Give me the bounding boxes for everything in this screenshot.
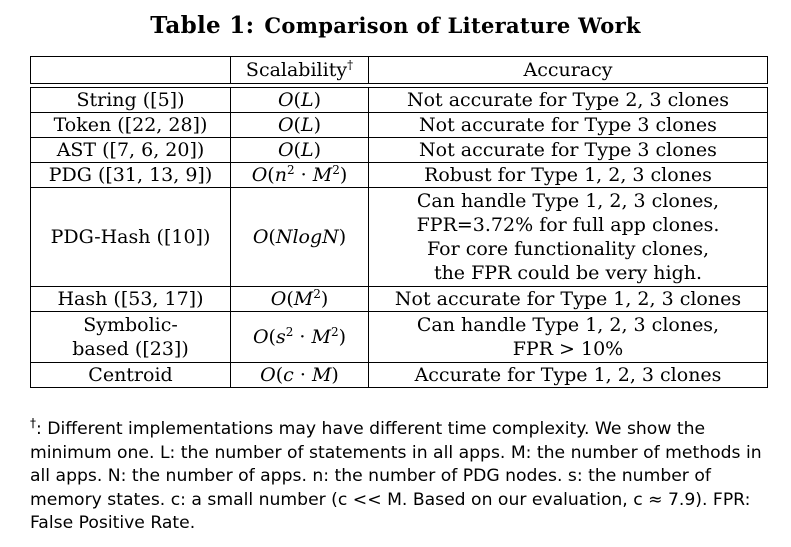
table-row: Token ([22, 28]) O(L) Not accurate for T… [30,112,768,138]
table-row: AST ([7, 6, 20]) O(L) Not accurate for T… [30,137,768,163]
var-n: n [274,164,287,186]
accuracy-line: For core functionality clones, [426,238,709,260]
scalability-cell: O(s2 · M2) [230,311,369,363]
complexity-formula: O [270,288,287,310]
var-M: M [311,364,332,386]
scalability-cell: O(n2 · M2) [230,162,369,188]
scalability-cell: O(L) [230,112,369,138]
accuracy-line: the FPR could be very high. [433,262,703,284]
var-L: L [300,89,314,111]
exp-2: 2 [285,325,294,339]
dagger-mark: † [347,58,354,72]
complexity-formula: O [277,114,294,136]
table-footnote: †: Different implementations may have di… [30,416,770,536]
complexity-formula: O [277,89,294,111]
header-accuracy: Accuracy [368,56,768,84]
var-c: c [283,364,294,386]
method-line: Symbolic- [83,314,178,336]
table-row: Centroid O(c · M) Accurate for Type 1, 2… [30,362,768,388]
accuracy-cell: Not accurate for Type 3 clones [368,137,768,163]
method-cell: PDG ([31, 13, 9]) [30,162,231,188]
method-cell: Symbolic- based ([23]) [30,311,231,363]
exp-2: 2 [332,163,340,177]
var-L: L [300,139,314,161]
exp-2: 2 [330,325,339,339]
var-NlogN: NlogN [275,226,339,248]
caption-title: Comparison of Literature Work [264,13,641,38]
complexity-formula: O [252,326,269,348]
method-cell: Token ([22, 28]) [30,112,231,138]
complexity-formula: O [277,139,294,161]
method-cell: Centroid [30,362,231,388]
accuracy-line: Can handle Type 1, 2, 3 clones, [416,190,720,212]
var-L: L [300,114,314,136]
accuracy-cell: Can handle Type 1, 2, 3 clones, FPR=3.72… [368,187,768,287]
var-M: M [312,164,333,186]
table-row: PDG ([31, 13, 9]) O(n2 · M2) Robust for … [30,162,768,188]
exp-2: 2 [286,163,295,177]
caption-label: Table 1: [150,12,255,39]
complexity-formula: O [251,164,268,186]
accuracy-cell: Accurate for Type 1, 2, 3 clones [368,362,768,388]
scalability-cell: O(L) [230,87,369,113]
table-row: String ([5]) O(L) Not accurate for Type … [30,87,768,113]
scalability-cell: O(M2) [230,286,369,312]
exp-2: 2 [313,287,321,301]
accuracy-line: FPR=3.72% for full app clones. [416,214,720,236]
accuracy-line: FPR > 10% [512,338,624,360]
footnote-dagger: † [30,416,36,430]
literature-comparison-table: Scalability† Accuracy String ([5]) O(L) … [30,56,768,388]
accuracy-cell: Robust for Type 1, 2, 3 clones [368,162,768,188]
method-cell: PDG-Hash ([10]) [30,187,231,287]
var-s: s [275,326,286,348]
complexity-formula: O [252,226,269,248]
method-line: based ([23]) [72,338,189,360]
header-scalability-label: Scalability [245,59,348,81]
method-cell: Hash ([53, 17]) [30,286,231,312]
method-cell: String ([5]) [30,87,231,113]
accuracy-cell: Not accurate for Type 1, 2, 3 clones [368,286,768,312]
table-row: Symbolic- based ([23]) O(s2 · M2) Can ha… [30,311,768,363]
var-M: M [293,288,314,310]
footnote-text: : Different implementations may have dif… [30,419,762,534]
table-row: PDG-Hash ([10]) O(NlogN) Can handle Type… [30,187,768,287]
accuracy-cell: Can handle Type 1, 2, 3 clones, FPR > 10… [368,311,768,363]
accuracy-cell: Not accurate for Type 2, 3 clones [368,87,768,113]
header-method [30,56,231,84]
table-row: Hash ([53, 17]) O(M2) Not accurate for T… [30,286,768,312]
scalability-cell: O(NlogN) [230,187,369,287]
table-caption: Table 1: Comparison of Literature Work [0,12,791,39]
scalability-cell: O(L) [230,137,369,163]
accuracy-line: Can handle Type 1, 2, 3 clones, [416,314,720,336]
var-M: M [311,326,331,348]
accuracy-cell: Not accurate for Type 3 clones [368,112,768,138]
scalability-cell: O(c · M) [230,362,369,388]
complexity-formula: O [260,364,276,386]
table-header-row: Scalability† Accuracy [30,56,768,84]
method-cell: AST ([7, 6, 20]) [30,137,231,163]
header-scalability: Scalability† [230,56,369,84]
